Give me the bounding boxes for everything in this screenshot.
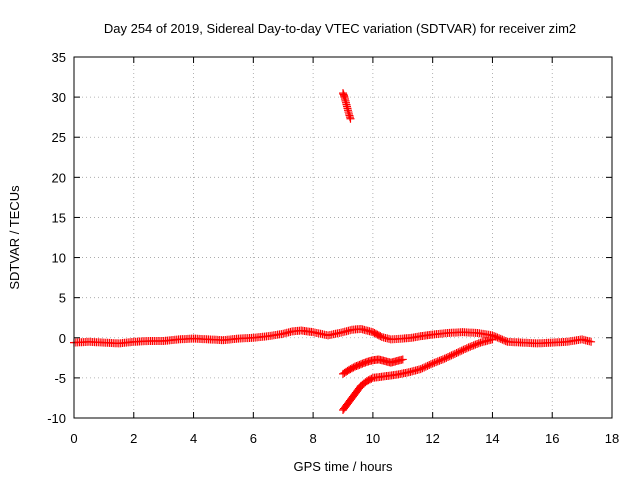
data-point [428,359,437,368]
series-lower-curve [339,335,497,414]
data-point-dense [430,358,439,367]
x-tick-label: 8 [309,431,316,446]
data-point-dense [490,332,499,341]
data-point [398,355,407,364]
x-tick-label: 16 [545,431,559,446]
x-tick-label: 10 [366,431,380,446]
data-point-dense [438,355,447,364]
data-point-dense [376,332,385,341]
data-point-dense [450,349,459,358]
series-upper-arc [339,355,407,378]
data-point [587,337,596,346]
y-tick-label: 25 [52,130,66,145]
x-tick-label: 12 [425,431,439,446]
data-point-dense [498,335,507,344]
data-point-dense [418,364,427,373]
y-tick-label: 20 [52,170,66,185]
data-point-dense [444,353,453,362]
series-spike [339,89,355,123]
y-tick-label: 15 [52,210,66,225]
x-tick-label: 6 [250,431,257,446]
x-tick-label: 4 [190,431,197,446]
data-point-dense [473,339,482,348]
y-tick-label: 0 [59,331,66,346]
data-point-dense [432,358,441,367]
x-tick-label: 2 [130,431,137,446]
data-point-dense [467,342,476,351]
data-point-dense [471,340,480,349]
data-point-dense [461,345,470,354]
data-point-dense [435,356,444,365]
data-point-dense [426,360,435,369]
data-point-dense [462,344,471,353]
data-point-dense [421,362,430,371]
x-tick-label: 14 [485,431,499,446]
series-main [70,324,596,348]
data-point [464,343,473,352]
data-point-dense [433,357,442,366]
data-point-dense [423,361,432,370]
data-point-dense [457,346,466,355]
data-point-dense [442,353,451,362]
data-points [70,89,596,414]
y-tick-label: -10 [47,411,66,426]
data-point [488,335,497,344]
grid [74,57,612,418]
data-point-dense [493,333,502,342]
data-point-dense [420,363,429,372]
data-point-dense [474,339,483,348]
data-point-dense [454,348,463,357]
y-tick-label: -5 [54,371,66,386]
data-point [452,349,461,358]
x-tick-label: 18 [605,431,619,446]
y-axis-label: SDTVAR / TECUs [7,185,22,290]
data-point-dense [496,334,505,343]
x-tick-label: 0 [70,431,77,446]
data-point-dense [466,342,475,351]
data-point-dense [447,351,456,360]
y-tick-label: 10 [52,251,66,266]
data-point-dense [469,341,478,350]
x-axis-label: GPS time / hours [294,459,393,474]
data-point-dense [459,345,468,354]
data-point-dense [500,336,509,345]
plot-frame [73,56,613,419]
data-point-dense [495,334,504,343]
y-tick-label: 30 [52,90,66,105]
data-point-dense [437,356,446,365]
data-point [346,114,355,123]
data-point-dense [501,337,510,346]
y-tick-label: 5 [59,291,66,306]
data-point-dense [455,347,464,356]
data-point-dense [425,361,434,370]
data-point-dense [449,350,458,359]
axis-ticks: 0 2 4 6 8 10 12 14 16 18 -10 -5 0 5 10 15 20 25 30 35 [47,50,619,446]
data-point-dense [445,352,454,361]
y-tick-label: 35 [52,50,66,65]
data-point [440,354,449,363]
data-point [416,365,425,374]
chart-title: Day 254 of 2019, Sidereal Day-to-day VTE… [104,21,576,36]
